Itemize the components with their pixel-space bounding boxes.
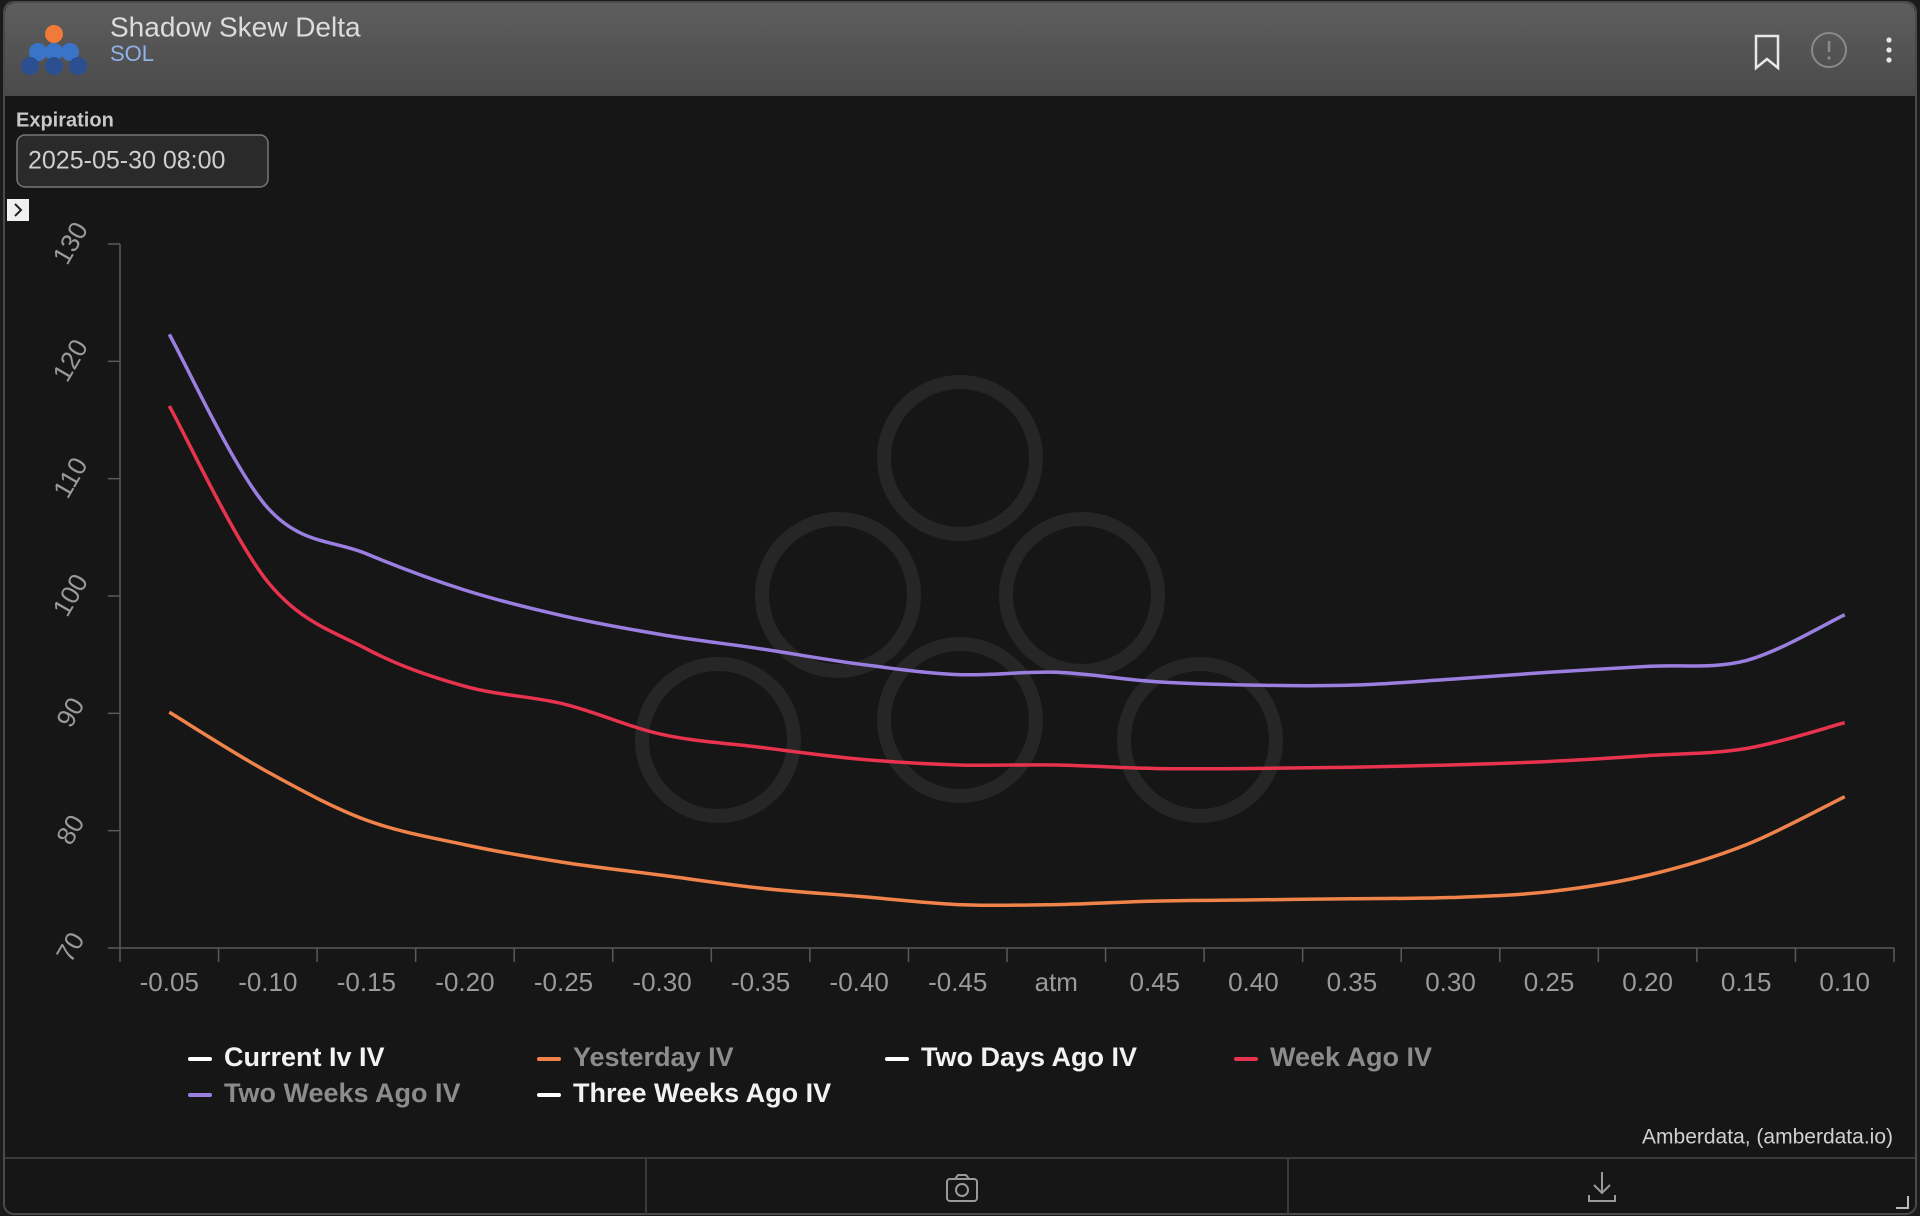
x-tick-label: 0.25 — [1524, 967, 1575, 997]
credits: Amberdata, (amberdata.io) — [1642, 1126, 1893, 1149]
x-tick-label: -0.45 — [928, 967, 987, 997]
expiration-select[interactable] — [16, 134, 269, 188]
bookmark-button[interactable] — [1754, 34, 1780, 71]
resize-handle[interactable] — [1896, 1196, 1909, 1209]
x-tick-label: -0.10 — [238, 967, 297, 997]
x-tick-label: 0.45 — [1130, 967, 1181, 997]
legend-label: Week Ago IV — [1270, 1042, 1432, 1072]
frame — [3, 1, 1917, 1215]
x-tick-label: -0.15 — [337, 967, 396, 997]
header-bar — [5, 3, 1915, 96]
legend-label: Yesterday IV — [573, 1042, 734, 1072]
x-tick-label: -0.25 — [534, 967, 593, 997]
x-tick-label: -0.40 — [830, 967, 889, 997]
legend-label: Current Iv IV — [224, 1042, 385, 1072]
download-button[interactable] — [1588, 1172, 1616, 1202]
camera-button[interactable] — [946, 1174, 978, 1202]
x-tick-label: -0.30 — [632, 967, 691, 997]
x-tick-label: -0.05 — [140, 967, 199, 997]
alert-button[interactable] — [1811, 32, 1847, 68]
watermark — [635, 375, 1283, 823]
logo — [21, 25, 87, 75]
x-tick-label: 0.30 — [1425, 967, 1476, 997]
legend-label: Three Weeks Ago IV — [573, 1078, 831, 1108]
x-tick-label: 0.10 — [1819, 967, 1870, 997]
subtitle: SOL — [110, 41, 154, 66]
expiration-label: Expiration — [16, 109, 114, 131]
x-tick-label: 0.35 — [1327, 967, 1378, 997]
sidebar-toggle[interactable] — [7, 199, 29, 221]
menu-button[interactable] — [1886, 37, 1892, 63]
x-tick-label: atm — [1035, 967, 1078, 997]
series-line — [167, 405, 1846, 771]
x-tick-label: 0.15 — [1721, 967, 1772, 997]
series-line — [167, 333, 1846, 688]
expiration-value: 2025-05-30 08:00 — [28, 147, 225, 175]
x-tick-label: 0.40 — [1228, 967, 1279, 997]
x-tick-label: -0.35 — [731, 967, 790, 997]
legend-label: Two Days Ago IV — [921, 1042, 1137, 1072]
series-line — [168, 710, 1846, 908]
title: Shadow Skew Delta — [110, 11, 361, 42]
x-tick-label: -0.20 — [435, 967, 494, 997]
x-tick-label: 0.20 — [1622, 967, 1673, 997]
legend-label: Two Weeks Ago IV — [224, 1078, 461, 1108]
sidebar-toggle-icon — [14, 203, 23, 217]
